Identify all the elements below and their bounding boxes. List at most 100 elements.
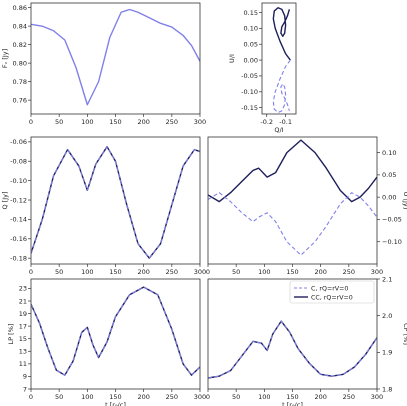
y-tick-label-fv-2: 0.80 bbox=[13, 59, 27, 67]
x-tick-label-lp-6: 300 bbox=[194, 393, 206, 401]
x-tick-label-u-3: 150 bbox=[286, 268, 298, 276]
x-tick-label-u-5: 250 bbox=[343, 268, 355, 276]
x-tick-label-lp-3: 150 bbox=[109, 393, 121, 401]
legend: C, rQ=rV=0 CC, rQ=rV=0 bbox=[289, 280, 375, 304]
y-tick-label-lp-7: 21 bbox=[19, 297, 27, 305]
y-tick-label-cp-2: 2.0 bbox=[382, 312, 392, 320]
x-tick-label-q-6: 300 bbox=[194, 268, 206, 276]
y-tick-label-fv-3: 0.82 bbox=[13, 41, 27, 49]
x-tick-label-q-1: 50 bbox=[55, 268, 63, 276]
y-tick-label-qu-6: 0.15 bbox=[244, 9, 258, 17]
y-tick-label-fv-0: 0.76 bbox=[13, 96, 27, 104]
y-tick-label-q-4: -0.14 bbox=[10, 216, 27, 224]
series-line-fv-0 bbox=[31, 8, 200, 106]
y-tick-label-qu-3: 0.00 bbox=[244, 56, 258, 64]
x-tick-label-fv-6: 300 bbox=[194, 118, 206, 126]
y-axis-label-lp: LP [%] bbox=[7, 324, 15, 345]
x-tick-label-lp-2: 100 bbox=[81, 393, 93, 401]
axes-frame-u bbox=[207, 136, 378, 265]
panel-qu: -0.2 -0.1 -0.15 -0.10 -0.05 0.00 0.05 0.10 0.15 U… bbox=[228, 2, 297, 134]
x-tick-label-u-6: 300 bbox=[371, 268, 383, 276]
x-tick-label-fv-2: 100 bbox=[81, 118, 93, 126]
y-axis-label-qu: U/I bbox=[228, 54, 236, 63]
x-tick-label-cp-6: 300 bbox=[371, 393, 383, 401]
y-tick-label-u-0: 0.10 bbox=[382, 149, 396, 157]
x-tick-label-q-5: 250 bbox=[166, 268, 178, 276]
x-tick-label-fv-4: 200 bbox=[137, 118, 149, 126]
panel-u: 0 50 100 150 200 250 300 0.10 0.05 0.00 −0.05 −0.10… bbox=[206, 136, 407, 276]
series-line-lp-0 bbox=[31, 286, 200, 376]
y-tick-label-q-3: -0.12 bbox=[10, 196, 27, 204]
legend-box bbox=[289, 280, 375, 304]
x-tick-label-lp-4: 200 bbox=[137, 393, 149, 401]
x-tick-label-cp-1: 50 bbox=[232, 393, 240, 401]
y-tick-label-fv-5: 0.86 bbox=[13, 4, 27, 12]
y-tick-label-qu-5: 0.10 bbox=[244, 25, 258, 33]
y-tick-label-q-6: -0.18 bbox=[10, 254, 27, 262]
y-axis-label-q: Q [Jy] bbox=[1, 191, 9, 209]
series-line-q-1 bbox=[31, 146, 200, 259]
y-tick-label-qu-2: -0.05 bbox=[241, 72, 258, 80]
y-tick-label-qu-1: -0.10 bbox=[241, 88, 258, 96]
y-tick-label-u-1: 0.05 bbox=[382, 171, 396, 179]
x-tick-label-fv-1: 50 bbox=[55, 118, 63, 126]
series-line-lp-1 bbox=[31, 286, 200, 376]
axes-frame-qu bbox=[261, 2, 297, 115]
x-axis-label-cp: t [r₉/c] bbox=[282, 401, 303, 406]
x-tick-label-lp-0: 0 bbox=[29, 393, 33, 401]
series-line-u-0 bbox=[208, 139, 377, 203]
x-tick-label-fv-5: 250 bbox=[166, 118, 178, 126]
y-tick-label-u-4: −0.10 bbox=[382, 238, 402, 246]
y-tick-label-u-3: −0.05 bbox=[382, 216, 402, 224]
x-tick-label-fv-3: 150 bbox=[109, 118, 121, 126]
y-tick-label-u-2: 0.00 bbox=[382, 193, 396, 201]
x-tick-label-cp-0: 0 bbox=[206, 393, 210, 401]
x-tick-label-qu-0: -0.2 bbox=[260, 118, 273, 126]
y-tick-label-fv-1: 0.78 bbox=[13, 78, 27, 86]
y-tick-label-lp-2: 11 bbox=[19, 360, 27, 368]
x-tick-label-fv-0: 0 bbox=[29, 118, 33, 126]
y-tick-label-lp-5: 17 bbox=[19, 322, 27, 330]
y-tick-label-cp-0: 1.8 bbox=[382, 385, 392, 393]
axes-frame-lp bbox=[30, 278, 201, 390]
x-tick-label-q-3: 150 bbox=[109, 268, 121, 276]
panel-lp: 0 50 100 150 200 250 300 7 9 11 13 15 17 19 21 23 LP [%]… bbox=[7, 278, 206, 406]
y-tick-label-lp-3: 13 bbox=[19, 348, 27, 356]
y-tick-label-fv-4: 0.84 bbox=[13, 22, 27, 30]
x-tick-label-u-2: 100 bbox=[258, 268, 270, 276]
y-tick-label-qu-4: 0.05 bbox=[244, 41, 258, 49]
x-tick-label-qu-1: -0.1 bbox=[279, 118, 292, 126]
series-line-qu-1 bbox=[272, 59, 291, 113]
axes-frame-q bbox=[30, 136, 201, 265]
x-tick-label-u-0: 0 bbox=[206, 268, 210, 276]
x-tick-label-lp-1: 50 bbox=[55, 393, 63, 401]
y-tick-label-q-1: -0.08 bbox=[10, 158, 27, 166]
series-line-cp-1 bbox=[208, 320, 377, 379]
x-tick-label-cp-3: 150 bbox=[286, 393, 298, 401]
y-tick-label-cp-1: 1.9 bbox=[382, 349, 392, 357]
x-tick-label-lp-5: 250 bbox=[166, 393, 178, 401]
y-tick-label-lp-6: 19 bbox=[19, 310, 27, 318]
x-axis-label-lp: t [r₉/c] bbox=[105, 401, 126, 406]
y-axis-label-cp: CP [%] bbox=[402, 323, 407, 345]
legend-label-1: CC, rQ=rV=0 bbox=[311, 294, 353, 301]
series-line-qu-0 bbox=[272, 7, 291, 61]
x-axis-label-qu: Q/I bbox=[274, 126, 283, 134]
y-tick-label-lp-0: 7 bbox=[23, 385, 27, 393]
axes-frame-fv bbox=[30, 2, 201, 115]
y-tick-label-lp-8: 23 bbox=[19, 285, 27, 293]
panel-fv: 0 50 100 150 200 250 300 0.76 0.78 0.80 0.82 0.84 0.… bbox=[1, 2, 206, 126]
y-tick-label-q-2: -0.10 bbox=[10, 177, 27, 185]
x-tick-label-q-0: 0 bbox=[29, 268, 33, 276]
y-tick-label-q-5: -0.16 bbox=[10, 235, 27, 243]
x-tick-label-u-1: 50 bbox=[232, 268, 240, 276]
y-axis-label-fv: Fᵥ [Jy] bbox=[1, 49, 9, 68]
panel-q: 0 50 100 150 200 250 300 -0.06 -0.08 -0.10 -0.12 -0… bbox=[1, 136, 206, 276]
y-tick-label-lp-1: 9 bbox=[23, 373, 27, 381]
y-axis-label-u: U [Jy] bbox=[402, 192, 407, 210]
x-tick-label-q-2: 100 bbox=[81, 268, 93, 276]
x-tick-label-cp-4: 200 bbox=[314, 393, 326, 401]
x-tick-label-u-4: 200 bbox=[314, 268, 326, 276]
